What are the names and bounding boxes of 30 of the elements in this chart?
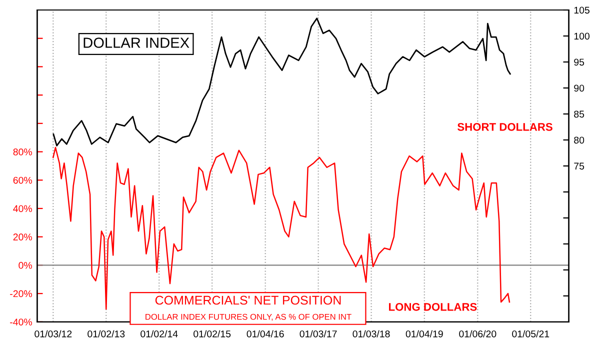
y-tick-label: 40% [13, 205, 32, 212]
x-tick-label: 01/05/21 [512, 330, 550, 338]
x-tick-label: 01/06/20 [459, 330, 496, 338]
annotation: LONG DOLLARS [389, 302, 477, 311]
annotation: DOLLAR INDEX FUTURES ONLY, AS % OF OPEN INT [146, 314, 352, 321]
y2-tick-label: 100 [574, 32, 590, 40]
x-tick-label: 01/02/14 [140, 330, 178, 338]
y2-tick-label: 105 [574, 6, 590, 14]
x-tick-label: 01/04/19 [406, 330, 443, 338]
annotation: SHORT DOLLARS [457, 123, 552, 131]
x-tick-label: 01/03/18 [352, 330, 390, 338]
y-tick-label: 0% [18, 262, 32, 269]
series-label: DOLLAR INDEX [84, 38, 190, 48]
y2-tick-label: 80 [574, 136, 584, 144]
y2-tick-label: 95 [574, 58, 584, 66]
y2-tick-label: 75 [574, 162, 584, 170]
x-tick-label: 01/02/15 [194, 330, 231, 338]
y-tick-label: 60% [13, 176, 32, 184]
y2-tick-label: 85 [574, 110, 584, 118]
x-tick-label: 01/04/16 [246, 330, 284, 338]
line-series [52, 146, 510, 310]
y-tick-label: 80% [13, 148, 32, 156]
series-label: COMMERCIALS' NET POSITION [155, 296, 341, 305]
y-tick-label: -40% [10, 318, 32, 326]
x-tick-label: 01/02/13 [88, 330, 125, 338]
y2-tick-label: 90 [574, 84, 584, 92]
x-tick-label: 01/03/17 [300, 330, 337, 338]
y-tick-label: -20% [10, 290, 32, 298]
y-tick-label: 20% [13, 234, 32, 240]
x-tick-label: 01/03/12 [34, 330, 72, 338]
